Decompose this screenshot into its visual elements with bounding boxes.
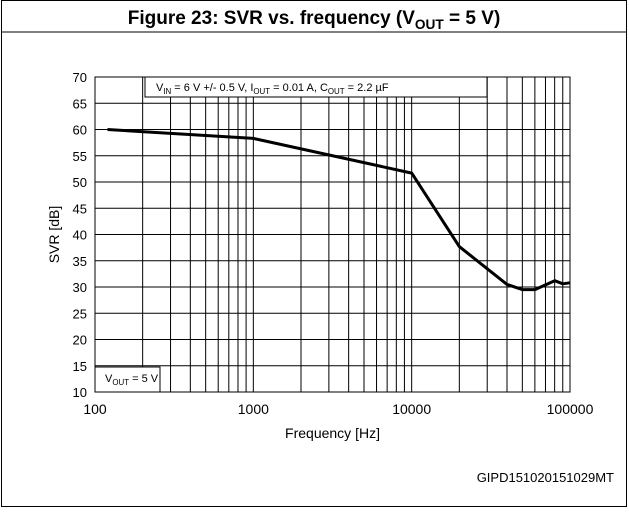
y-tick-label: 70 (73, 70, 87, 85)
y-tick-label: 50 (73, 175, 87, 190)
y-tick-label: 65 (73, 96, 87, 111)
annotation-part: OUT (328, 87, 345, 96)
y-tick-label: 35 (73, 254, 87, 269)
chart-title: Figure 23: SVR vs. frequency (VOUT = 5 V… (128, 8, 501, 32)
annotation-part: V (156, 82, 164, 94)
y-tick-label: 45 (73, 201, 87, 216)
y-axis-label: SVR [dB] (46, 206, 62, 264)
annotation: VIN = 6 V +/- 0.5 V, IOUT = 0.01 A, COUT… (156, 82, 389, 96)
y-tick-label: 40 (73, 228, 87, 243)
y-tick-label: 10 (73, 385, 87, 400)
x-axis-label: Frequency [Hz] (285, 425, 380, 441)
note-part: V (105, 373, 113, 385)
y-tick-label: 60 (73, 123, 87, 138)
chart-title-part: OUT (415, 17, 445, 32)
note-part: OUT (112, 378, 129, 387)
y-tick-label: 30 (73, 280, 87, 295)
y-tick-label: 15 (73, 359, 87, 374)
chart-title-part: = 5 V) (444, 8, 501, 29)
annotation-part: IN (163, 87, 171, 96)
x-tick-label: 100000 (547, 401, 594, 417)
x-tick-label: 10000 (392, 401, 431, 417)
data-line (107, 128, 571, 292)
annotation-part: = 2.2 µF (345, 82, 389, 94)
annotation-part: OUT (253, 87, 270, 96)
x-tick-label: 1000 (238, 401, 269, 417)
note-box (94, 366, 161, 393)
note: VOUT = 5 V (105, 373, 159, 387)
y-tick-label: 20 (73, 333, 87, 348)
annotation-part: = 6 V +/- 0.5 V, I (171, 82, 253, 94)
note-part: = 5 V (129, 373, 159, 385)
figure-code: GIPD151020151029MT (477, 470, 614, 485)
y-tick-label: 25 (73, 306, 87, 321)
y-tick-label: 55 (73, 149, 87, 164)
annotation-box (144, 76, 488, 98)
annotation-part: = 0.01 A, C (270, 82, 328, 94)
x-tick-label: 100 (83, 401, 107, 417)
chart-title-part: Figure 23: SVR vs. frequency (V (128, 8, 416, 29)
